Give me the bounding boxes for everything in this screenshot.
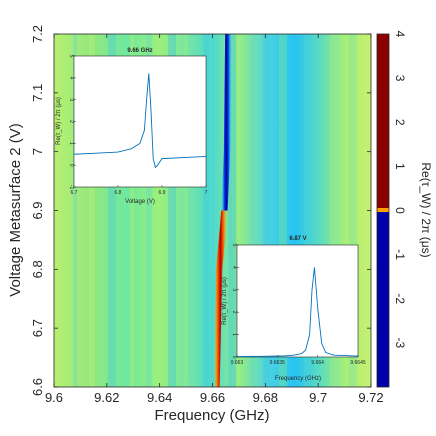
heatmap-streak xyxy=(228,34,237,387)
colorbar-tick-label: 0 xyxy=(393,207,407,214)
inset-x-tick-label: 9.6645 xyxy=(350,360,366,366)
colorbar-negative xyxy=(377,212,389,387)
colorbar-tick-label: 1 xyxy=(393,163,407,170)
inset-voltage-sweep: 9.66 GHz 6.7 6.8 6.9 7 -1 0 1 2 3 4 5 Voltage (V)… xyxy=(56,48,208,205)
colorbar-tick-label: 4 xyxy=(393,31,407,38)
inset1-x-ticks: 6.7 6.8 6.9 7 xyxy=(71,185,208,196)
main-x-axis-label: Frequency (GHz) xyxy=(154,407,269,424)
inset2-title: 6.87 V xyxy=(289,236,306,242)
inset2-x-axis-label: Frequency (GHz) xyxy=(275,376,321,382)
resonance-line-positive xyxy=(213,210,228,387)
heatmap-streak xyxy=(183,34,188,387)
main-y-tick-label: 7.2 xyxy=(30,25,45,43)
main-x-tick-label: 9.72 xyxy=(358,390,383,405)
inset1-y-axis-label: Re(τ_W) / 2π (μs) xyxy=(56,97,62,145)
colorbar-ticks: 4 3 2 1 0 -1 -2 -3 xyxy=(393,31,407,349)
heatmap-streak xyxy=(348,34,357,387)
colorbar-positive-edge xyxy=(377,208,389,212)
colorbar-tick-label: 2 xyxy=(393,119,407,126)
heatmap-streak xyxy=(304,34,309,387)
inset-y-tick-label: 1 xyxy=(68,142,74,145)
colorbar-tick-label: -1 xyxy=(393,249,407,260)
inset-y-tick-label: 4 xyxy=(68,76,74,79)
heatmap-streak xyxy=(73,34,78,387)
inset-y-tick-label: 1 xyxy=(231,333,237,336)
heatmap-streak xyxy=(263,34,270,387)
main-y-ticks: 6.6 6.7 6.8 6.9 7 7.1 7.2 xyxy=(30,25,371,396)
main-x-tick-label: 9.62 xyxy=(94,390,119,405)
heatmap-streak xyxy=(168,34,177,387)
inset1-x-axis-label: Voltage (V) xyxy=(125,199,155,205)
inset-y-tick-label: 0 xyxy=(231,356,237,359)
colorbar: 4 3 2 1 0 -1 -2 -3 Re(τ_W) / 2π (μs) xyxy=(376,31,433,388)
heatmap-streak xyxy=(329,34,336,387)
inset-x-tick-label: 6.7 xyxy=(71,190,78,196)
colorbar-frame xyxy=(376,33,390,388)
heatmap-streak xyxy=(202,34,209,387)
heatmap-streak xyxy=(130,34,135,387)
inset-x-tick-label: 9.663 xyxy=(231,360,244,366)
main-x-tick-label: 9.7 xyxy=(309,390,327,405)
heatmap-streaks xyxy=(73,34,357,387)
colorbar-tick-label: -2 xyxy=(393,293,407,304)
inset-y-tick-label: 3 xyxy=(68,98,74,101)
inset-x-tick-label: 6.9 xyxy=(159,190,166,196)
inset2-background xyxy=(236,244,359,358)
heatmap-streak xyxy=(107,34,116,387)
inset-y-tick-label: 3 xyxy=(231,288,237,291)
main-y-tick-label: 7 xyxy=(30,148,45,155)
resonance-line-negative xyxy=(221,34,232,211)
inset-y-tick-label: 4 xyxy=(231,266,237,269)
main-y-tick-label: 6.9 xyxy=(30,201,45,219)
inset-y-tick-label: -1 xyxy=(68,185,74,190)
main-y-tick-label: 6.6 xyxy=(30,378,45,396)
inset-y-tick-label: 0 xyxy=(68,164,74,167)
colorbar-tick-label: 3 xyxy=(393,75,407,82)
colorbar-positive xyxy=(377,34,389,211)
inset1-y-ticks: -1 0 1 2 3 4 5 xyxy=(68,55,76,190)
heatmap-streak xyxy=(250,34,255,387)
inset1-background xyxy=(73,55,207,188)
inset1-series-line xyxy=(73,73,207,169)
heatmap-streak xyxy=(145,34,152,387)
inset-x-tick-label: 6.8 xyxy=(115,190,122,196)
main-x-tick-label: 9.68 xyxy=(253,390,278,405)
inset-frequency-sweep: 6.87 V 9.663 9.6635 9.664 9.6645 0 1 2 3 4 5 Fre… xyxy=(222,236,366,382)
inset2-series-line xyxy=(236,267,359,357)
main-y-axis-label: Voltage Metasurface 2 (V) xyxy=(7,123,24,296)
inset-x-tick-label: 7 xyxy=(205,190,208,196)
main-x-tick-label: 9.6 xyxy=(45,390,63,405)
heatmap-streak xyxy=(279,34,288,387)
inset2-y-ticks: 0 1 2 3 4 5 xyxy=(231,244,239,359)
main-x-tick-label: 9.66 xyxy=(200,390,225,405)
main-y-tick-label: 6.8 xyxy=(30,260,45,278)
inset-x-tick-label: 9.664 xyxy=(311,360,324,366)
inset-x-tick-label: 9.6635 xyxy=(270,360,286,366)
heatmap xyxy=(54,34,371,387)
heatmap-streak xyxy=(88,34,95,387)
inset2-y-axis-label: Re(τ_W) / 2π (μs) xyxy=(222,277,228,325)
main-x-tick-label: 9.64 xyxy=(147,390,172,405)
inset1-title: 9.66 GHz xyxy=(127,48,152,54)
inset-y-tick-label: 5 xyxy=(68,55,74,58)
colorbar-tick-label: -3 xyxy=(393,338,407,349)
main-x-ticks: 9.6 9.62 9.64 9.66 9.68 9.7 9.72 xyxy=(45,34,384,405)
inset-y-tick-label: 2 xyxy=(68,120,74,123)
colorbar-label: Re(τ_W) / 2π (μs) xyxy=(419,162,433,257)
inset-y-tick-label: 5 xyxy=(231,244,237,247)
main-y-tick-label: 7.1 xyxy=(30,84,45,102)
inset-y-tick-label: 2 xyxy=(231,311,237,314)
main-y-tick-label: 6.7 xyxy=(30,319,45,337)
